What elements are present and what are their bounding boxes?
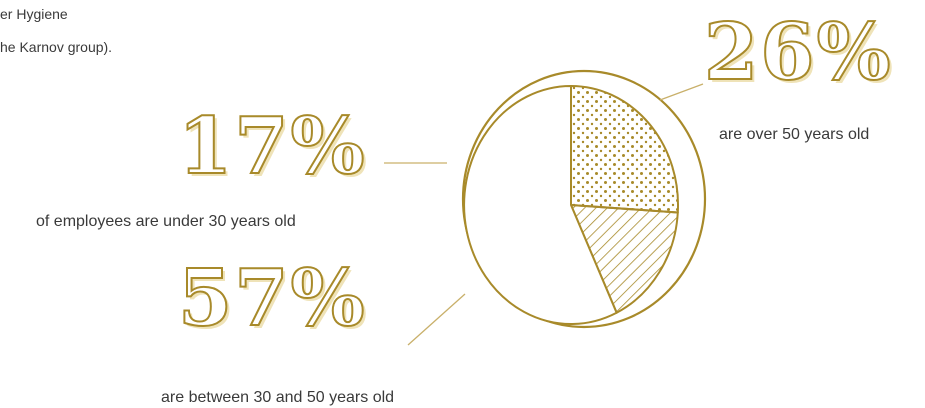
header-fragment-line2: he Karnov group). <box>0 39 113 55</box>
leader-line-26 <box>659 83 704 101</box>
slice-label-57: are between 30 and 50 years old <box>161 389 395 406</box>
pie-slice-17 <box>570 204 679 314</box>
header-fragment-line1: er Hygiene <box>0 6 68 22</box>
slice-value-26: 26% <box>703 7 893 98</box>
leader-line-57 <box>407 293 466 346</box>
slice-label-17: of employees are under 30 years old <box>36 213 296 230</box>
pie-slice-26 <box>570 85 680 214</box>
slice-value-17: 17% <box>177 101 367 192</box>
pie-slice-57 <box>463 85 618 325</box>
slice-value-57: 57% <box>177 253 367 344</box>
slice-label-26: are over 50 years old <box>719 126 870 143</box>
pie-slices <box>463 85 680 325</box>
